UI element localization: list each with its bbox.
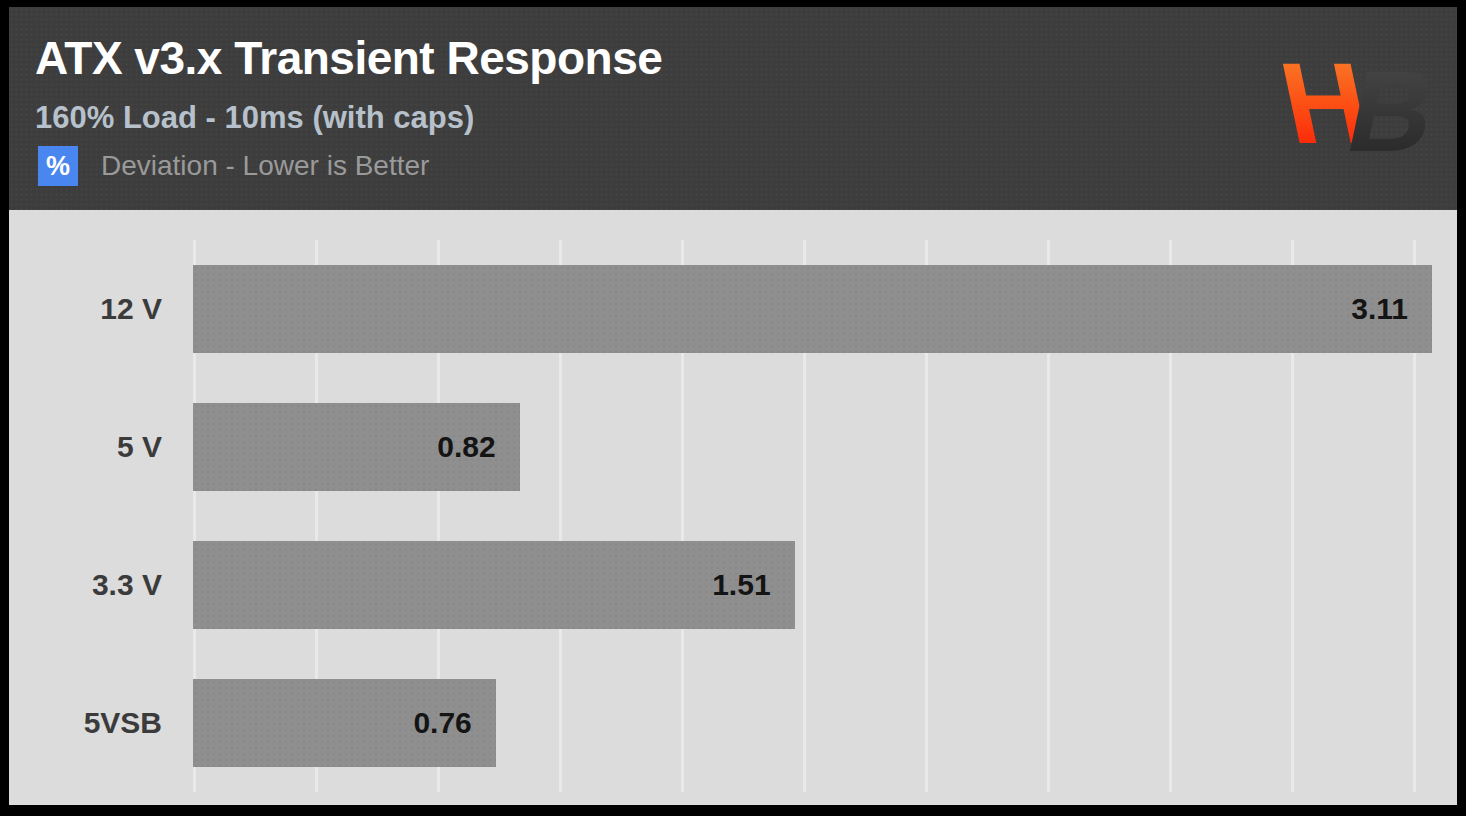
bar-3.3v: 1.51 [193, 541, 795, 629]
hardware-busters-logo: H B [1277, 35, 1427, 175]
chart-row: 12 V 3.11 [9, 240, 1457, 378]
chart-card: ATX v3.x Transient Response 160% Load - … [9, 7, 1457, 805]
bar-value-label: 0.82 [437, 430, 519, 464]
category-label: 5VSB [9, 706, 193, 740]
legend-note: Deviation - Lower is Better [101, 150, 429, 182]
bar-value-label: 0.76 [413, 706, 495, 740]
bar-track: 1.51 [193, 541, 1432, 629]
bar-5vsb: 0.76 [193, 679, 496, 767]
chart-header: ATX v3.x Transient Response 160% Load - … [9, 7, 1457, 210]
bar-5v: 0.82 [193, 403, 520, 491]
bar-value-label: 1.51 [712, 568, 794, 602]
chart-legend-row: % Deviation - Lower is Better [38, 146, 429, 186]
chart-row: 3.3 V 1.51 [9, 516, 1457, 654]
bar-track: 0.76 [193, 679, 1432, 767]
bar-track: 3.11 [193, 265, 1432, 353]
bar-rows: 12 V 3.11 5 V 0.82 3.3 V 1.51 5VSB 0.76 [9, 240, 1457, 792]
category-label: 12 V [9, 292, 193, 326]
chart-row: 5 V 0.82 [9, 378, 1457, 516]
chart-title: ATX v3.x Transient Response [35, 31, 662, 85]
percent-badge: % [38, 146, 78, 186]
bar-value-label: 3.11 [1351, 292, 1432, 326]
bar-12v: 3.11 [193, 265, 1432, 353]
category-label: 3.3 V [9, 568, 193, 602]
bar-track: 0.82 [193, 403, 1432, 491]
plot-area: 12 V 3.11 5 V 0.82 3.3 V 1.51 5VSB 0.76 [9, 210, 1457, 805]
category-label: 5 V [9, 430, 193, 464]
chart-row: 5VSB 0.76 [9, 654, 1457, 792]
chart-subtitle: 160% Load - 10ms (with caps) [35, 100, 474, 136]
